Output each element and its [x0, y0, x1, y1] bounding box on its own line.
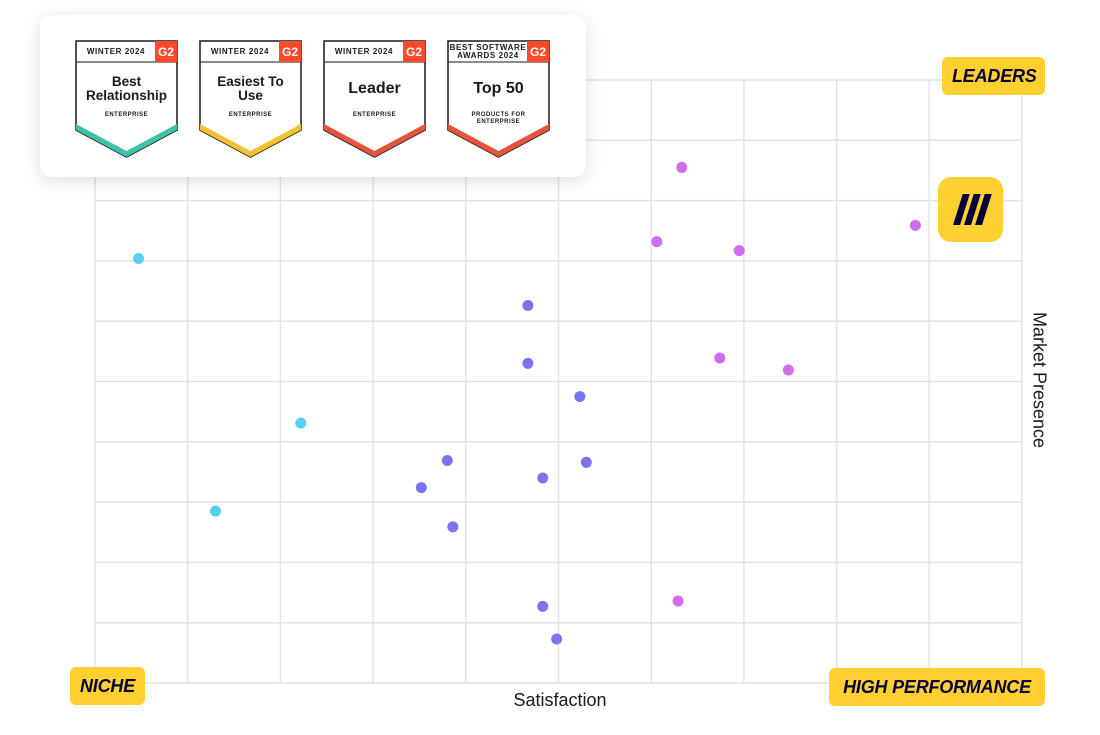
badge-subtitle: ENTERPRISE [104, 112, 149, 118]
data-point [295, 417, 307, 429]
data-point [574, 391, 586, 403]
badge-easiest-to-use: WINTER 2024 G2 Easiest To Use ENTERPRISE [199, 40, 302, 158]
data-point [522, 357, 534, 369]
badge-subtitle: PRODUCTS FOR ENTERPRISE [471, 112, 526, 125]
data-point [522, 300, 534, 312]
badge-best-relationship: WINTER 2024 G2 Best Relationship ENTERPR… [75, 40, 178, 158]
badge-title: Easiest To Use [217, 74, 284, 103]
g2-logo-icon: G2 [279, 41, 301, 62]
data-point [580, 456, 592, 468]
data-point [415, 482, 427, 494]
data-point [782, 364, 794, 376]
data-point [447, 521, 459, 533]
quadrant-label-leaders: LEADERS [942, 57, 1045, 95]
data-point [651, 236, 663, 248]
data-point [714, 352, 726, 364]
badge-top-50: BEST SOFTWARE AWARDS 2024 G2 Top 50 PROD… [447, 40, 550, 158]
badge-subtitle: ENTERPRISE [352, 112, 397, 118]
badge-season: WINTER 2024 [86, 46, 146, 56]
data-point [551, 633, 563, 645]
quadrant-label-niche: NICHE [70, 667, 145, 705]
data-point [210, 505, 222, 517]
badge-season: WINTER 2024 [334, 46, 394, 56]
data-point [537, 472, 549, 484]
data-point [441, 454, 453, 466]
g2-logo-icon: G2 [155, 41, 177, 62]
badge-leader: WINTER 2024 G2 Leader ENTERPRISE [323, 40, 426, 158]
badge-title: Best Relationship [85, 74, 167, 103]
data-point [133, 252, 145, 264]
quadrant-label-high-performance: HIGH PERFORMANCE [829, 668, 1045, 706]
badge-subtitle: ENTERPRISE [228, 112, 273, 118]
g2-logo-icon: G2 [403, 41, 425, 62]
data-point [676, 161, 688, 173]
badge-season: BEST SOFTWARE AWARDS 2024 [449, 42, 527, 60]
g2-logo-icon: G2 [527, 41, 549, 62]
y-axis-label: Market Presence [1029, 311, 1050, 449]
badge-season: WINTER 2024 [210, 46, 270, 56]
data-point [672, 595, 684, 607]
badge-title: Leader [348, 80, 401, 97]
badge-title: Top 50 [473, 80, 524, 97]
miro-logo-icon [938, 177, 1003, 242]
data-point [537, 600, 549, 612]
data-point [909, 219, 921, 231]
data-point [733, 245, 745, 257]
g2-badges-card: WINTER 2024 G2 Best Relationship ENTERPR… [40, 15, 586, 177]
x-axis-label: Satisfaction [513, 690, 607, 710]
